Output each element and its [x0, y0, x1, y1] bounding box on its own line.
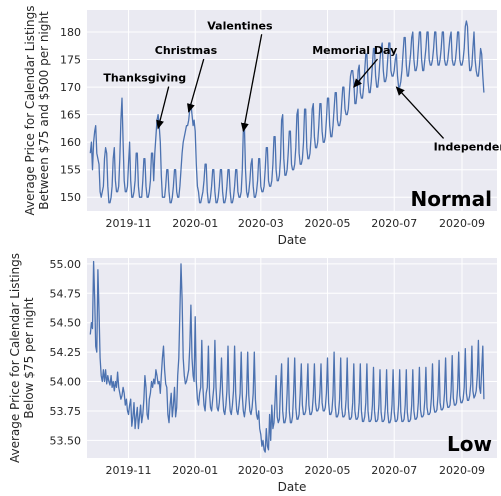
x-tick-label: 2019-11 [106, 217, 152, 230]
plot-area [87, 258, 497, 458]
y-axis-label: Average Price for Calendar Listings [8, 253, 22, 463]
x-tick-label: 2020-07 [371, 464, 417, 477]
annotation-arrow [395, 86, 445, 139]
corner-label: Low [447, 432, 492, 456]
x-axis-label: Date [278, 480, 307, 494]
annotation-arrow [156, 86, 170, 130]
y-tick-label: 55.00 [50, 258, 82, 271]
y-tick-label: 165 [60, 109, 81, 122]
annotation-label: Valentines [207, 19, 273, 32]
annotation-label: Independence Day [434, 140, 501, 153]
series-line [89, 20, 485, 204]
annotation-label: Christmas [155, 44, 218, 57]
y-tick-label: 175 [60, 54, 81, 67]
x-tick-label: 2019-11 [106, 464, 152, 477]
y-tick-label: 54.75 [50, 287, 82, 300]
y-axis-label: Below $75 per night [22, 297, 36, 419]
y-tick-label: 150 [60, 191, 81, 204]
x-tick-label: 2020-03 [238, 464, 284, 477]
y-tick-label: 170 [60, 81, 81, 94]
x-tick-label: 2020-07 [371, 217, 417, 230]
y-tick-label: 160 [60, 136, 81, 149]
annotation-arrow [353, 58, 379, 88]
y-tick-label: 180 [60, 26, 81, 39]
y-tick-label: 54.25 [50, 346, 82, 359]
x-tick-label: 2020-01 [172, 217, 218, 230]
x-tick-label: 2020-09 [439, 217, 485, 230]
y-tick-label: 54.50 [50, 317, 82, 330]
corner-label: Normal [410, 187, 492, 211]
chart-panel-2: 53.50 53.75 54.00 54.25 54.50 54.75 55.00 2019-… [8, 253, 497, 494]
annotation-arrow [187, 58, 205, 113]
y-tick-label: 53.50 [50, 434, 82, 447]
series-line [89, 260, 485, 453]
x-tick-label: 2020-05 [305, 217, 351, 230]
y-tick-label: 155 [60, 164, 81, 177]
annotation-label: Memorial Day [312, 44, 397, 57]
annotation-arrow [240, 34, 263, 133]
plot-area [87, 10, 497, 211]
x-tick-label: 2020-01 [172, 464, 218, 477]
chart-panel-1: 150 155 160 165 170 175 180 2019-11 2020-01 2020-… [23, 5, 501, 247]
y-tick-label: 53.75 [50, 405, 82, 418]
x-tick-label: 2020-05 [305, 464, 351, 477]
y-axis-label: Average Price for Calendar Listings [23, 5, 37, 215]
y-tick-label: 54.00 [50, 376, 82, 389]
x-tick-label: 2020-03 [238, 217, 284, 230]
x-tick-label: 2020-09 [439, 464, 485, 477]
x-axis-label: Date [278, 233, 307, 247]
y-axis-label: Between $75 and $500 per night [37, 11, 51, 210]
annotation-label: Thanksgiving [103, 72, 186, 85]
